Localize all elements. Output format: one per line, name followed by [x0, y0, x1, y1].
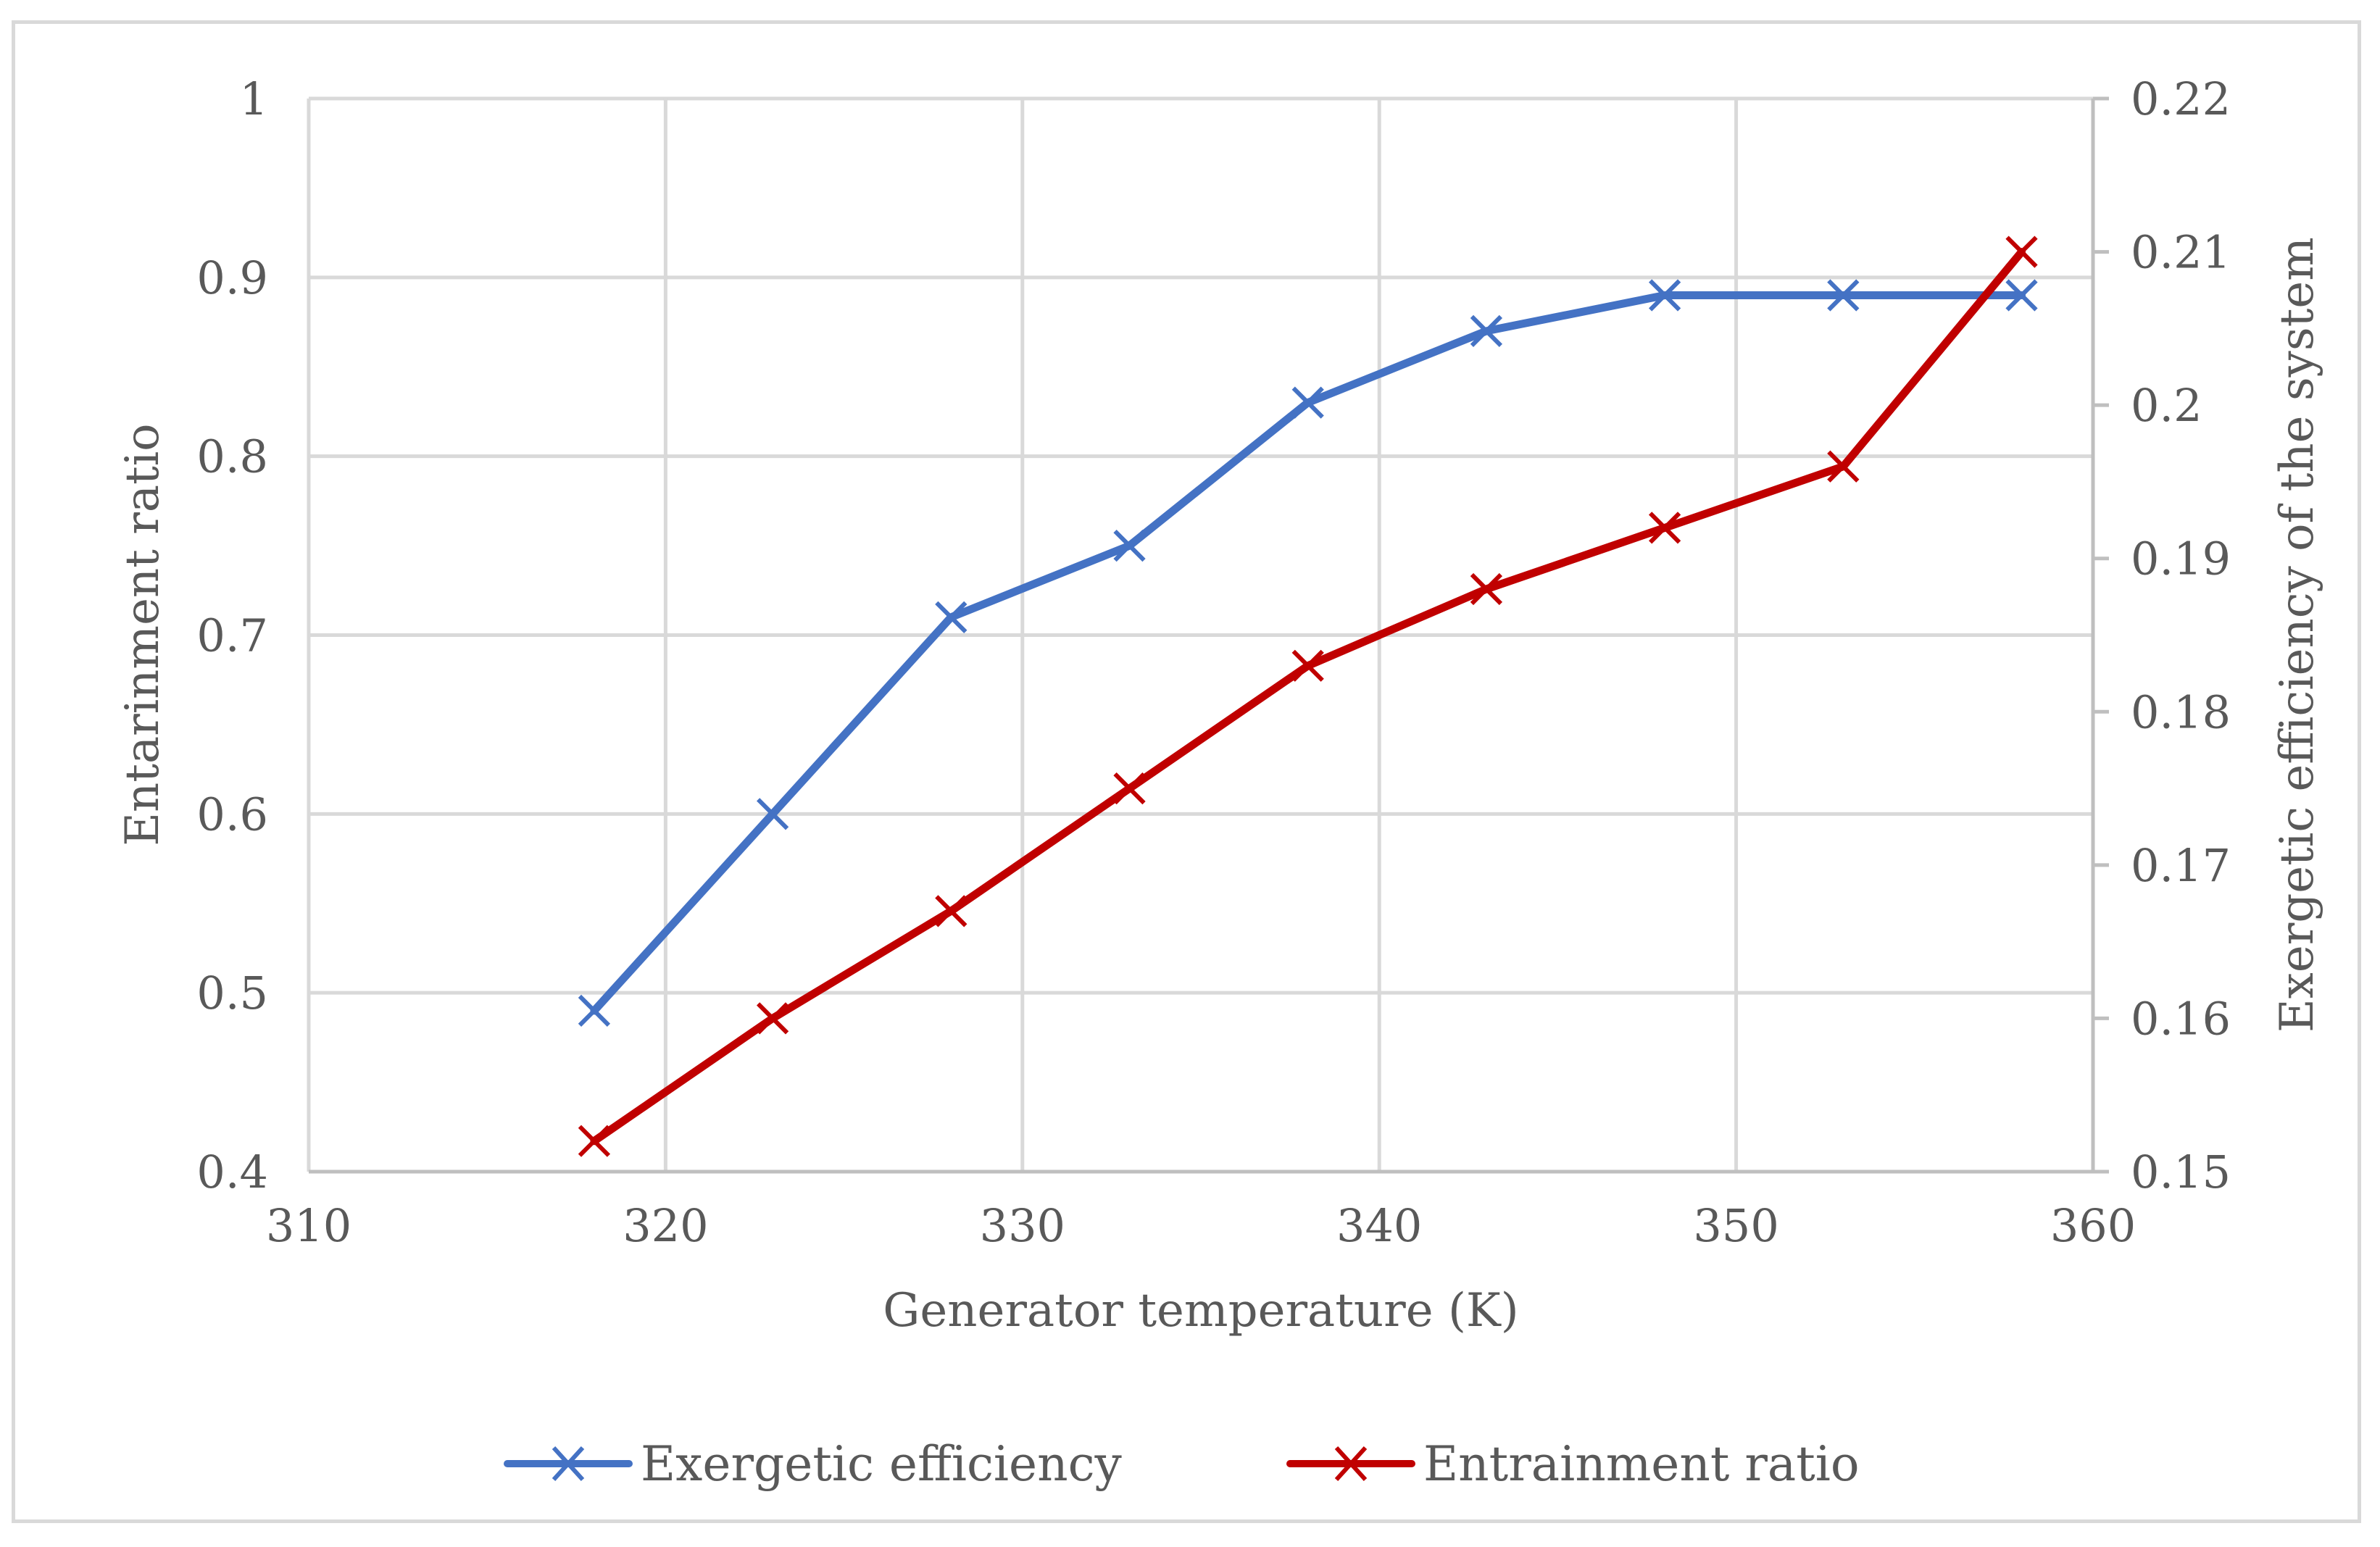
legend-label-entrainment-ratio: Entrainment ratio	[1423, 1436, 1860, 1492]
data-point-exergetic-efficiency	[1291, 386, 1324, 419]
legend-marker-entrainment-ratio	[1334, 1446, 1368, 1482]
y-right-tick-label: 0.18	[2131, 685, 2231, 738]
gridlines	[309, 96, 2095, 1172]
data-point-entrainment-ratio	[2005, 235, 2038, 268]
y-left-tick-label: 0.6	[196, 788, 268, 841]
data-point-entrainment-ratio	[1648, 512, 1681, 544]
data-point-exergetic-efficiency	[1113, 529, 1146, 562]
data-point-entrainment-ratio	[1113, 772, 1146, 805]
x-axis-title: Generator temperature (K)	[883, 1284, 1518, 1338]
legend-marker-exergetic-efficiency	[552, 1446, 585, 1482]
y-right-tick-label: 0.21	[2131, 226, 2231, 279]
legend-label-exergetic-efficiency: Exergetic efficiency	[641, 1436, 1123, 1492]
legend-item-exergetic-efficiency: Exergetic efficiency	[504, 1436, 1123, 1492]
legend: Exergetic efficiency Entrainment ratio	[504, 1436, 1860, 1492]
x-tick-label: 310	[266, 1199, 351, 1252]
y-right-tick-label: 0.2	[2131, 379, 2202, 432]
y-left-tick-label: 0.9	[196, 251, 268, 304]
data-point-entrainment-ratio	[1827, 450, 1860, 483]
data-point-exergetic-efficiency	[1470, 314, 1503, 348]
data-point-exergetic-efficiency	[935, 601, 968, 633]
y-left-tick-label: 1	[240, 72, 268, 125]
series-entrainment-ratio	[578, 235, 2038, 1157]
y-right-tick-label: 0.22	[2131, 72, 2231, 125]
y-right-tick-label: 0.16	[2131, 992, 2231, 1045]
data-point-exergetic-efficiency	[2005, 279, 2038, 312]
y-right-tick-label: 0.17	[2131, 839, 2231, 892]
series-line-entrainment-ratio	[590, 248, 2026, 1146]
y-left-tick-label: 0.5	[196, 967, 268, 1019]
data-point-entrainment-ratio	[756, 1002, 789, 1035]
y-axis-right-title: Exergetic efficiency of the system	[2271, 237, 2324, 1033]
data-point-exergetic-efficiency	[578, 994, 611, 1027]
y-left-tick-label: 0.8	[196, 430, 268, 483]
axes	[307, 96, 2109, 1174]
data-point-exergetic-efficiency	[1827, 279, 1860, 312]
data-point-exergetic-efficiency	[756, 798, 789, 830]
y-axis-left-title: Entarinment ratio	[116, 423, 170, 846]
data-point-entrainment-ratio	[1470, 572, 1503, 606]
y-left-tick-label: 0.4	[196, 1146, 268, 1198]
series-exergetic-efficiency	[578, 279, 2038, 1027]
x-tick-label: 360	[2050, 1199, 2136, 1252]
x-tick-label: 330	[980, 1199, 1065, 1252]
x-tick-label: 350	[1693, 1199, 1778, 1252]
data-point-exergetic-efficiency	[1648, 279, 1681, 312]
y-right-tick-label: 0.15	[2131, 1146, 2231, 1198]
data-point-entrainment-ratio	[578, 1125, 611, 1157]
y-right-tick-label: 0.19	[2131, 533, 2231, 585]
x-tick-label: 320	[623, 1199, 708, 1252]
series-group	[578, 235, 2038, 1157]
data-point-entrainment-ratio	[935, 895, 968, 927]
x-tick-label: 340	[1336, 1199, 1422, 1252]
data-point-entrainment-ratio	[1291, 649, 1324, 682]
chart-frame	[12, 20, 2361, 1523]
legend-item-entrainment-ratio: Entrainment ratio	[1286, 1436, 1860, 1492]
y-left-tick-label: 0.7	[196, 609, 268, 662]
